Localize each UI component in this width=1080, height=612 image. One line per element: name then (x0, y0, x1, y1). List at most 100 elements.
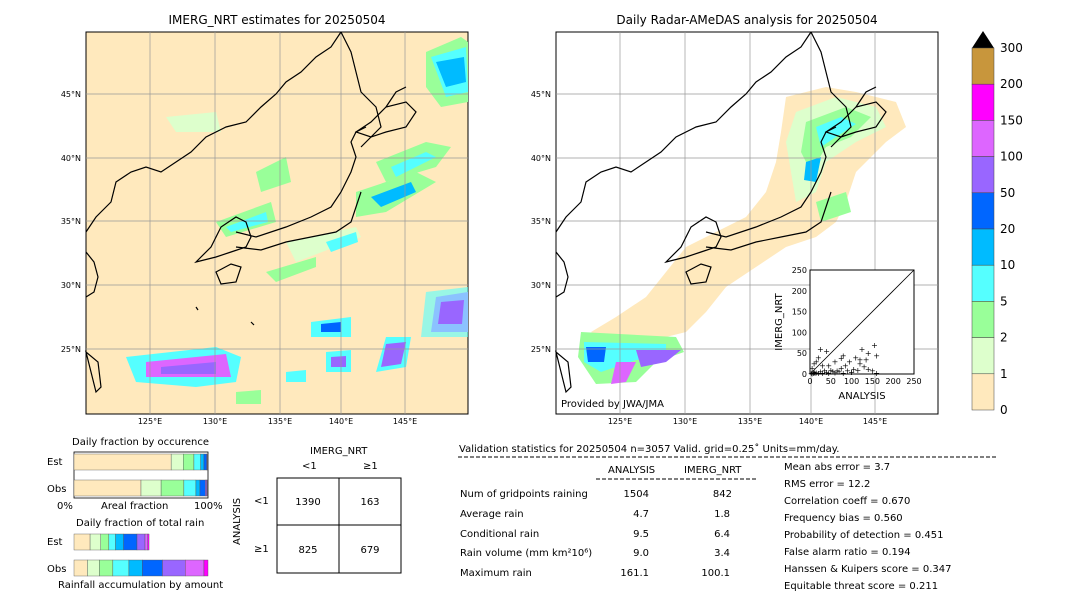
colorbar-box (971, 264, 995, 302)
rain-xlabel: Rainfall accumulation by amount (58, 580, 224, 591)
scatter-point: + (836, 368, 843, 377)
rain-bar (89, 533, 102, 551)
rain-bar (203, 559, 209, 577)
scatter-point: + (865, 365, 872, 374)
left-lat-label: 40°N (61, 154, 81, 163)
occ-tick-100: 100% (194, 501, 223, 512)
scatter-point: + (850, 365, 857, 374)
scatter-ytick: 200 (792, 287, 807, 296)
rain-bar (115, 533, 124, 551)
scatter-point: + (819, 369, 826, 378)
scatter-point: + (825, 362, 832, 371)
scatter-xtick: 50 (826, 377, 836, 386)
cell-lt1-ge1: 163 (360, 497, 379, 508)
scatter-point: + (815, 369, 822, 378)
col-divider (596, 478, 758, 480)
colorbar-box (971, 301, 995, 338)
colorbar-box (971, 47, 995, 85)
occurrence-chart (73, 451, 209, 499)
scatter-point: + (840, 351, 847, 360)
stat-imerg: 6.4 (714, 529, 730, 540)
left-lon-label: 125°E (138, 417, 162, 425)
colorbar-label: 50 (1000, 186, 1015, 200)
scatter-point: + (846, 358, 853, 367)
colorbar-label: 200 (1000, 77, 1023, 91)
scatter-point: + (821, 367, 828, 376)
scatter-point: + (869, 367, 876, 376)
rain-bar (99, 559, 114, 577)
colorbar-label: 150 (1000, 113, 1023, 127)
occurrence-bar (199, 479, 206, 497)
scatter-point: + (873, 369, 880, 378)
rain-label-est: Est (47, 537, 63, 548)
col-analysis: ANALYSIS (608, 465, 656, 476)
scatter-xtick: 100 (844, 377, 859, 386)
scatter-point: + (863, 355, 870, 364)
colorbar-box (971, 156, 995, 194)
scatter-point: + (825, 369, 832, 378)
scatter-point: + (844, 367, 851, 376)
stat-label: Maximum rain (460, 568, 532, 579)
left-map-title: IMERG_NRT estimates for 20250504 (168, 13, 386, 27)
left-lat-label: 45°N (61, 90, 81, 99)
occurrence-bar (140, 479, 162, 497)
scatter-point: + (854, 366, 861, 375)
stat-imerg: 842 (712, 489, 732, 500)
row-label-ge1: ≥1 (254, 544, 269, 555)
stat-analysis: 1504 (623, 489, 649, 500)
stat-label: Num of gridpoints raining (460, 489, 588, 500)
scatter-point: + (834, 366, 841, 375)
occ-label-obs: Obs (47, 484, 67, 495)
rain-bar (128, 559, 143, 577)
stat-analysis: 4.7 (633, 509, 649, 520)
score-line: Frequency bias = 0.560 (784, 513, 903, 524)
left-coastline (84, 31, 417, 394)
total-rain-title: Daily fraction of total rain (76, 518, 205, 529)
scatter-point: + (823, 368, 830, 377)
rain-bar (136, 533, 146, 551)
occurrence-bar (195, 479, 201, 497)
right-lon-label: 145°E (863, 417, 887, 425)
scatter-point: + (809, 364, 816, 373)
scatter-ylabel: IMERG_NRT (774, 292, 785, 350)
scatter-point: + (817, 345, 824, 354)
scatter-ytick: 150 (792, 308, 807, 317)
scatter-xtick: 250 (906, 377, 921, 386)
rain-bar (87, 559, 100, 577)
scatter-point: + (830, 367, 837, 376)
rain-bar (142, 559, 163, 577)
colorbar-label: 1 (1000, 367, 1008, 381)
stat-label: Conditional rain (460, 529, 540, 540)
score-line: RMS error = 12.2 (784, 479, 871, 490)
colorbar-box (971, 228, 995, 266)
scatter-point: + (848, 368, 855, 377)
stat-label: Average rain (460, 509, 524, 520)
scatter-point: + (811, 368, 818, 377)
right-lat-label: 30°N (531, 281, 551, 290)
scatter-ytick: 50 (797, 349, 807, 358)
scatter-point: + (832, 358, 839, 367)
scatter-point: + (808, 369, 815, 378)
left-lat-label: 25°N (61, 345, 81, 354)
score-line: False alarm ratio = 0.194 (784, 547, 911, 558)
col-label-lt1: <1 (302, 461, 317, 472)
scatter-point: + (827, 366, 834, 375)
scatter-point: + (842, 362, 849, 371)
left-lat-label: 30°N (61, 281, 81, 290)
occurrence-bar (205, 479, 207, 497)
colorbar-label: 0 (1000, 403, 1008, 417)
scatter-ytick: 250 (792, 266, 807, 275)
colorbar-box (971, 120, 995, 157)
colorbar-label: 2 (1000, 331, 1008, 345)
colorbar-label: 5 (1000, 294, 1008, 308)
scatter-point: + (811, 360, 818, 369)
rain-bar (185, 559, 205, 577)
scatter-point: + (852, 353, 859, 362)
scatter-point: + (838, 354, 845, 363)
scatter-point: + (865, 349, 872, 358)
colorbar-box (971, 373, 995, 411)
scatter-point: + (871, 341, 878, 350)
scatter-xtick: 200 (886, 377, 901, 386)
scatter-point: + (859, 345, 866, 354)
scatter-point: + (810, 369, 817, 378)
